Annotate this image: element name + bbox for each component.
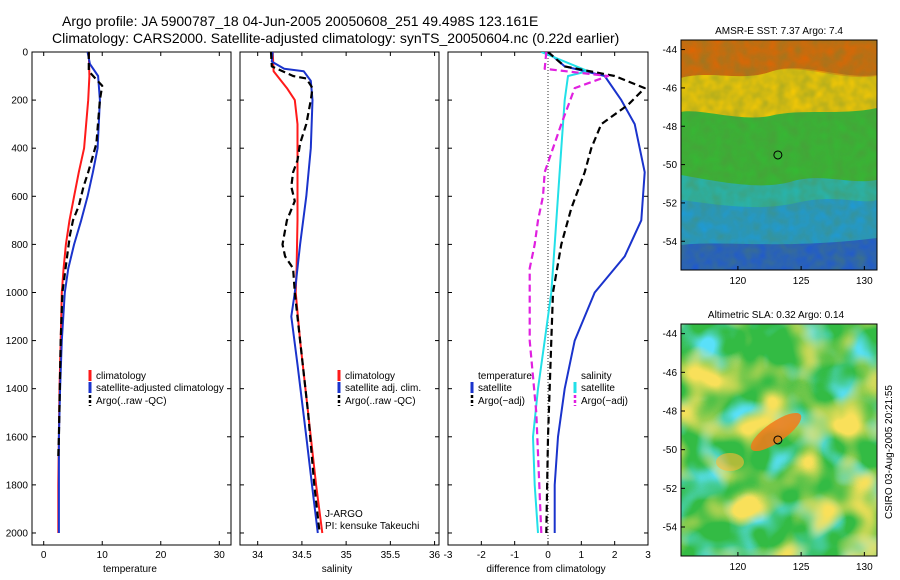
series-line-temperature-argo-adj-	[545, 52, 646, 534]
legend-header-temperature: temperature	[478, 371, 532, 382]
map-y-tick-label: -48	[663, 122, 678, 133]
map-y-tick-label: -46	[663, 368, 678, 379]
salinity-series	[269, 52, 324, 534]
pi-annotation: PI: kensuke Takeuchi	[325, 521, 419, 532]
difference-axes: -3 -2 -1 0 1 2 3	[444, 51, 651, 561]
salinity-panel-frame	[239, 51, 440, 546]
y-tick-label: 400	[11, 144, 28, 155]
sst-map-frame	[680, 39, 878, 271]
map-y-tick-label: -54	[663, 523, 678, 534]
x-tick-label: 0	[41, 550, 47, 561]
legend-label-temp-satellite: satellite	[478, 383, 512, 394]
map-x-tick-label: 130	[856, 562, 873, 573]
salinity-legend: climatology satellite adj. clim. Argo(..…	[325, 370, 421, 532]
legend-label-satellite: satellite adj. clim.	[345, 383, 421, 394]
difference-legend-salinity: salinity satellite Argo(−adj)	[573, 371, 628, 407]
temperature-series	[57, 52, 104, 533]
legend-label-temp-argo: Argo(−adj)	[478, 396, 525, 407]
program-annotation: J-ARGO	[325, 509, 363, 520]
temperature-legend: climatology satellite-adjusted climatolo…	[88, 370, 224, 407]
x-tick-label: 20	[155, 550, 167, 561]
sla-warm-eddy-secondary	[716, 453, 744, 471]
series-line-argo-raw-qc-	[57, 52, 104, 457]
difference-xlabel: difference from climatology	[486, 564, 605, 575]
sla-argo-location-marker	[773, 435, 783, 445]
sst-map-axes: 120 125 130 -44 -46 -48 -50 -52 -54	[663, 45, 874, 287]
legend-label-sal-satellite: satellite	[581, 383, 615, 394]
salinity-axes: 34 34.5 35 35.5 36	[240, 51, 441, 561]
series-line-temperature-satellite	[547, 52, 646, 533]
y-tick-label: 600	[11, 192, 28, 203]
x-tick-label: 30	[214, 550, 226, 561]
map-y-tick-label: -48	[663, 407, 678, 418]
legend-label-argo: Argo(..raw -QC)	[345, 396, 416, 407]
sla-map-frame	[680, 323, 878, 557]
sst-argo-location-marker	[773, 150, 783, 160]
figure-title-line1: Argo profile: JA 5900787_18 04-Jun-2005 …	[62, 13, 538, 29]
map-x-tick-label: 120	[730, 562, 747, 573]
series-line-salinity-satellite	[532, 52, 589, 534]
figure-title-line2: Climatology: CARS2000. Satellite-adjuste…	[52, 30, 619, 46]
legend-label-climatology: climatology	[96, 371, 146, 382]
map-x-tick-label: 120	[730, 276, 747, 287]
sst-noise-texture	[681, 40, 877, 270]
map-y-tick-label: -52	[663, 484, 678, 495]
map-x-tick-label: 125	[793, 562, 810, 573]
y-tick-label: 800	[11, 240, 28, 251]
map-y-tick-label: -54	[663, 237, 678, 248]
map-y-tick-label: -50	[663, 160, 678, 171]
x-tick-label: 34	[252, 550, 264, 561]
map-y-tick-label: -46	[663, 83, 678, 94]
legend-label-satellite: satellite-adjusted climatology	[96, 383, 224, 394]
y-tick-label: 1800	[6, 480, 29, 491]
y-tick-label: 2000	[6, 528, 29, 539]
y-tick-label: 1000	[6, 288, 29, 299]
credit-timestamp: CSIRO 03-Aug-2005 20:21:55	[884, 385, 895, 519]
map-x-tick-label: 125	[793, 276, 810, 287]
map-y-tick-label: -44	[663, 45, 678, 56]
legend-label-sal-argo: Argo(−adj)	[581, 396, 628, 407]
y-tick-label: 200	[11, 96, 28, 107]
sla-map-title: Altimetric SLA: 0.32 Argo: 0.14	[708, 310, 845, 321]
x-tick-label: 35.5	[381, 550, 401, 561]
temperature-xlabel: temperature	[103, 564, 157, 575]
series-line-satellite-adj-clim-	[270, 52, 319, 534]
series-line-climatology	[271, 52, 324, 534]
sst-map-image	[681, 40, 877, 270]
series-line-argo-raw-qc-	[269, 52, 321, 534]
difference-series	[528, 52, 646, 534]
x-tick-label: 3	[645, 550, 651, 561]
x-tick-label: 10	[97, 550, 109, 561]
sla-map-image	[681, 324, 877, 556]
y-tick-label: 1600	[6, 432, 29, 443]
salinity-xlabel: salinity	[322, 564, 353, 575]
map-y-tick-label: -44	[663, 329, 678, 340]
x-tick-label: 36	[429, 550, 441, 561]
x-tick-label: 1	[579, 550, 585, 561]
sla-warm-eddy	[750, 412, 802, 452]
legend-label-climatology: climatology	[345, 371, 395, 382]
legend-label-argo: Argo(..raw -QC)	[96, 396, 167, 407]
temperature-axes: 0 10 20 30 0 200 400 600 800 1000 1200 1400 1600 1800…	[6, 48, 231, 561]
map-x-tick-label: 130	[856, 276, 873, 287]
x-tick-label: 35	[341, 550, 353, 561]
x-tick-label: 34.5	[292, 550, 312, 561]
y-tick-label: 1200	[6, 336, 29, 347]
x-tick-label: 2	[612, 550, 618, 561]
legend-header-salinity: salinity	[581, 371, 612, 382]
series-line-salinity-argo-adj-	[528, 52, 610, 534]
difference-legend-temperature: temperature satellite Argo(−adj)	[470, 371, 532, 407]
x-tick-label: -3	[444, 550, 453, 561]
sla-map-axes: 120 125 130 -44 -46 -48 -50 -52 -54	[663, 329, 874, 573]
x-tick-label: -2	[477, 550, 486, 561]
map-y-tick-label: -50	[663, 445, 678, 456]
sst-map-title: AMSR-E SST: 7.37 Argo: 7.4	[715, 26, 843, 37]
y-tick-label: 1400	[6, 384, 29, 395]
y-tick-label: 0	[22, 48, 28, 59]
x-tick-label: 0	[545, 550, 551, 561]
map-y-tick-label: -52	[663, 198, 678, 209]
x-tick-label: -1	[510, 550, 519, 561]
